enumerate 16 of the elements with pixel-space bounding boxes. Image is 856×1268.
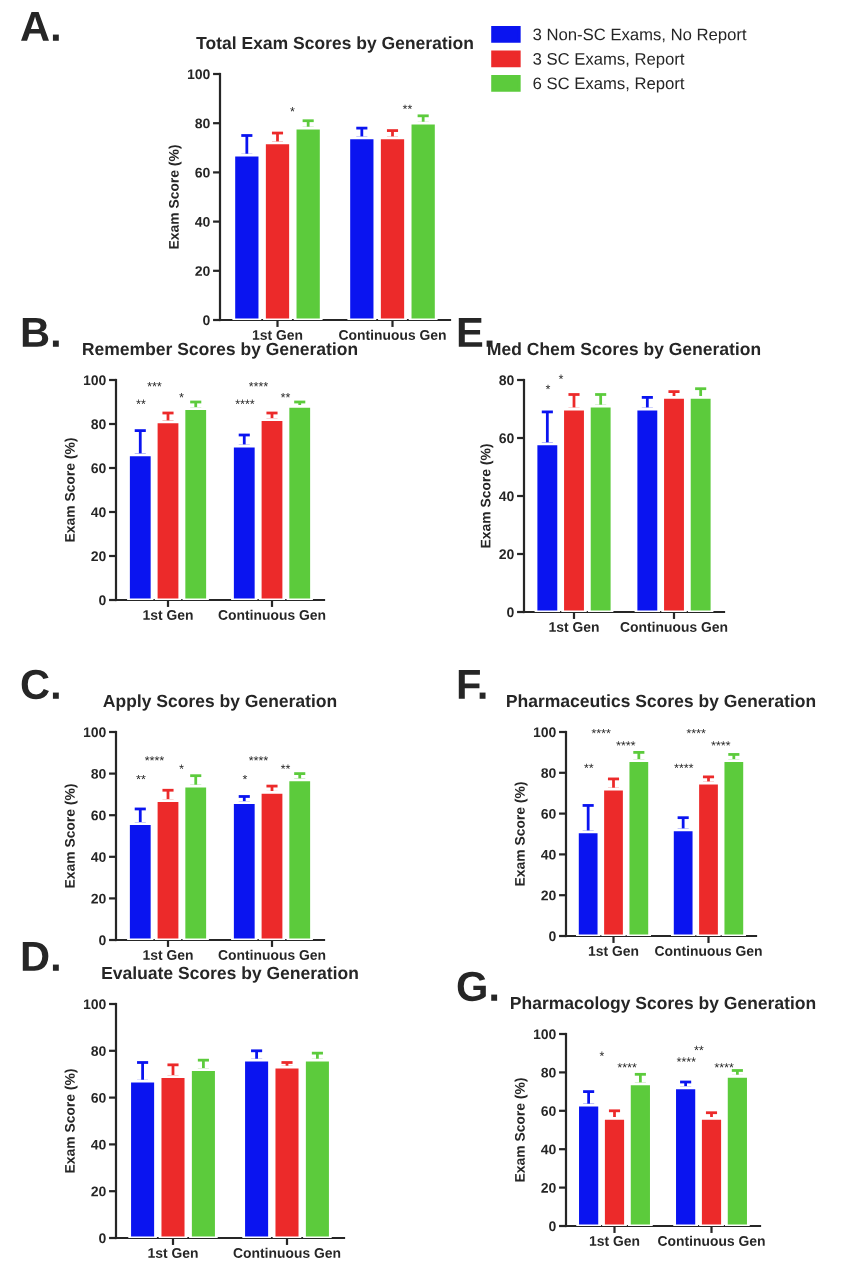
chart-title: Apply Scores by Generation bbox=[103, 694, 337, 711]
chart-title: Pharmacology Scores by Generation bbox=[511, 996, 816, 1013]
chart-title: Evaluate Scores by Generation bbox=[102, 966, 358, 983]
text: D. bbox=[22, 942, 59, 971]
chart-title: Total Exam Scores by Generation bbox=[196, 36, 473, 53]
legend-label: 3 Non-SC Exams, No Report bbox=[533, 28, 747, 44]
legend-label: 6 SC Exams, Report bbox=[533, 77, 685, 93]
text: B. bbox=[22, 318, 59, 347]
text: A. bbox=[21, 12, 59, 41]
text: E. bbox=[458, 318, 493, 347]
text: C. bbox=[21, 669, 59, 700]
legend-label: 3 SC Exams, Report bbox=[533, 52, 685, 69]
chart-title: Pharmaceutics Scores by Generation bbox=[507, 694, 816, 711]
text: G. bbox=[457, 971, 498, 1002]
text: F. bbox=[458, 670, 486, 699]
chart-title: Remember Scores by Generation bbox=[83, 342, 358, 359]
